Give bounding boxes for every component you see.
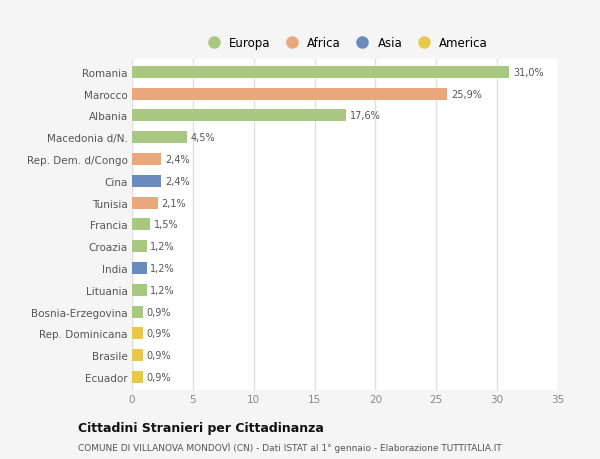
Bar xyxy=(132,349,143,361)
Text: 25,9%: 25,9% xyxy=(451,90,482,100)
Text: COMUNE DI VILLANOVA MONDOVÌ (CN) - Dati ISTAT al 1° gennaio - Elaborazione TUTTI: COMUNE DI VILLANOVA MONDOVÌ (CN) - Dati … xyxy=(78,442,502,452)
Bar xyxy=(132,154,161,166)
Text: Cittadini Stranieri per Cittadinanza: Cittadini Stranieri per Cittadinanza xyxy=(78,421,324,434)
Text: 4,5%: 4,5% xyxy=(190,133,215,143)
Bar xyxy=(132,328,143,340)
Bar xyxy=(132,263,146,274)
Text: 2,4%: 2,4% xyxy=(165,155,190,165)
Bar xyxy=(132,241,146,252)
Text: 1,2%: 1,2% xyxy=(150,285,175,295)
Bar xyxy=(132,284,146,296)
Bar xyxy=(132,110,346,122)
Text: 2,4%: 2,4% xyxy=(165,176,190,186)
Legend: Europa, Africa, Asia, America: Europa, Africa, Asia, America xyxy=(197,33,493,55)
Text: 0,9%: 0,9% xyxy=(146,307,171,317)
Bar xyxy=(132,67,509,78)
Text: 0,9%: 0,9% xyxy=(146,329,171,339)
Text: 1,5%: 1,5% xyxy=(154,220,179,230)
Text: 2,1%: 2,1% xyxy=(161,198,186,208)
Text: 17,6%: 17,6% xyxy=(350,111,380,121)
Bar xyxy=(132,175,161,187)
Text: 0,9%: 0,9% xyxy=(146,372,171,382)
Text: 31,0%: 31,0% xyxy=(513,68,544,78)
Bar xyxy=(132,197,158,209)
Text: 0,9%: 0,9% xyxy=(146,350,171,360)
Bar xyxy=(132,219,150,231)
Bar xyxy=(132,306,143,318)
Text: 1,2%: 1,2% xyxy=(150,241,175,252)
Bar xyxy=(132,371,143,383)
Bar xyxy=(132,89,447,101)
Bar xyxy=(132,132,187,144)
Text: 1,2%: 1,2% xyxy=(150,263,175,274)
